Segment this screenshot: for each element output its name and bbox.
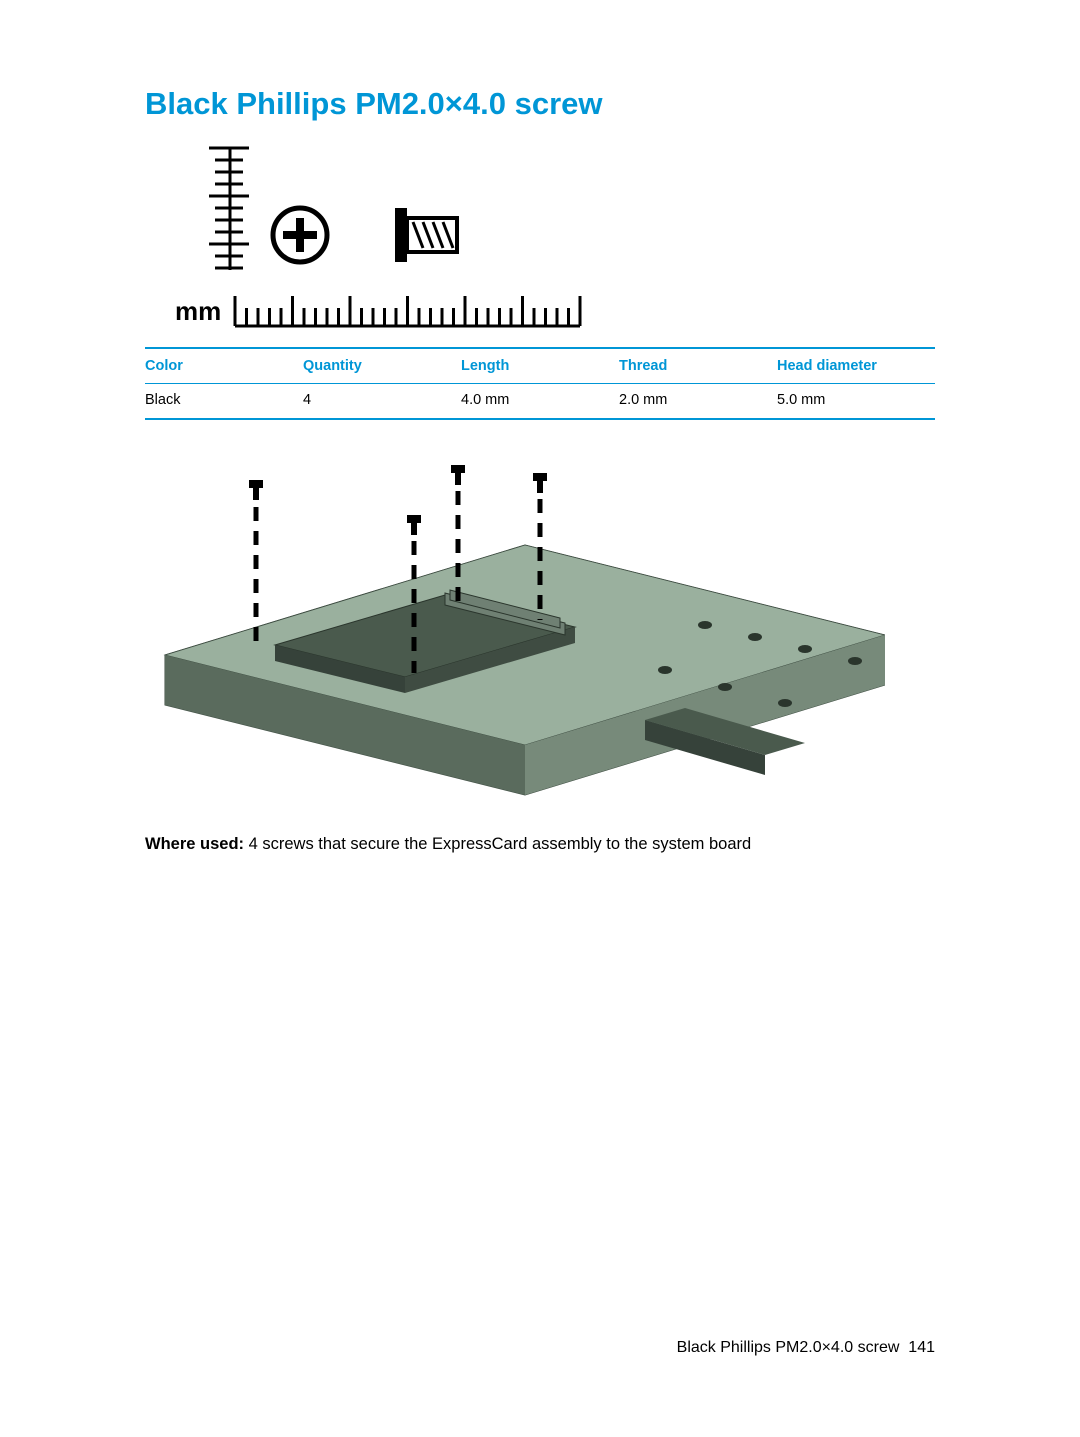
assembly-illustration	[145, 455, 935, 805]
cell-length: 4.0 mm	[461, 384, 619, 420]
screw-diagram-icon: mm	[175, 140, 605, 330]
footer-title: Black Phillips PM2.0×4.0 screw	[677, 1339, 900, 1356]
spec-table: Color Quantity Length Thread Head diamet…	[145, 347, 935, 420]
where-used-body: 4 screws that secure the ExpressCard ass…	[244, 835, 751, 853]
expresscard-assembly-icon	[145, 455, 885, 805]
svg-text:mm: mm	[175, 296, 221, 326]
cell-thread: 2.0 mm	[619, 384, 777, 420]
col-length: Length	[461, 348, 619, 384]
page-footer: Black Phillips PM2.0×4.0 screw 141	[677, 1339, 935, 1357]
screw-indicator-icon	[249, 480, 263, 643]
where-used-text: Where used: 4 screws that secure the Exp…	[145, 833, 935, 856]
table-header-row: Color Quantity Length Thread Head diamet…	[145, 348, 935, 384]
col-head-diameter: Head diameter	[777, 348, 935, 384]
col-color: Color	[145, 348, 303, 384]
col-thread: Thread	[619, 348, 777, 384]
table-row: Black 4 4.0 mm 2.0 mm 5.0 mm	[145, 384, 935, 420]
where-used-label: Where used:	[145, 835, 244, 853]
cell-head-diameter: 5.0 mm	[777, 384, 935, 420]
footer-page-number: 141	[908, 1339, 935, 1356]
cell-color: Black	[145, 384, 303, 420]
col-quantity: Quantity	[303, 348, 461, 384]
cell-quantity: 4	[303, 384, 461, 420]
page-title: Black Phillips PM2.0×4.0 screw	[145, 86, 935, 122]
screw-ruler-illustration: mm	[175, 140, 935, 335]
